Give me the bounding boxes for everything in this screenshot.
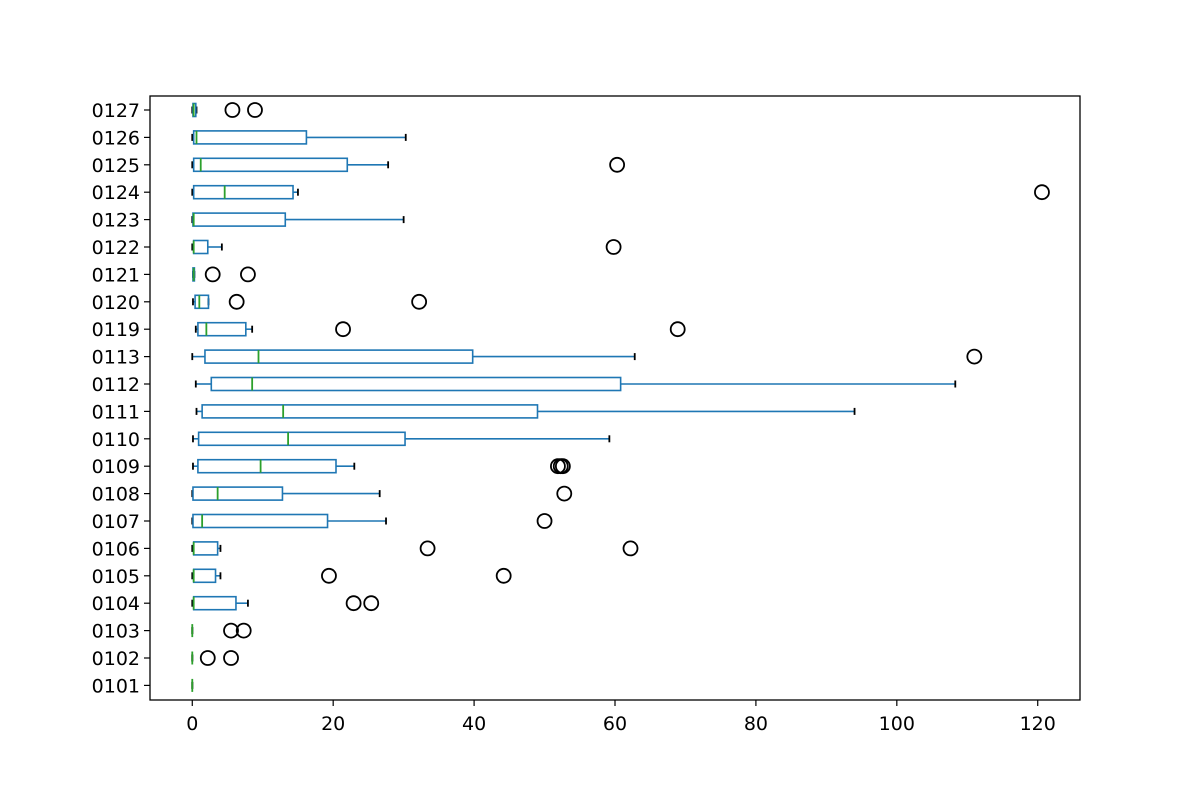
x-tick-label: 80 [744, 713, 768, 735]
outlier-point [204, 266, 221, 283]
x-tick-label: 120 [1020, 713, 1056, 735]
y-tick-label: 0113 [92, 347, 140, 369]
outlier-point [235, 622, 252, 639]
y-tick-label: 0121 [92, 264, 140, 286]
x-tick-label: 20 [321, 713, 345, 735]
y-tick-label: 0120 [92, 292, 140, 314]
iqr-box [192, 513, 329, 529]
box-0126 [191, 130, 407, 145]
box-0120 [192, 293, 428, 310]
box-0107 [191, 513, 553, 529]
x-tick-label: 60 [603, 713, 627, 735]
box-0124 [191, 184, 1050, 201]
outlier-point [335, 321, 351, 338]
x-tick-label: 40 [462, 713, 486, 735]
x-tick-label: 0 [186, 713, 198, 735]
outlier-point [536, 513, 553, 529]
box-0106 [191, 540, 639, 557]
box-0111 [195, 404, 856, 419]
plot-area [191, 102, 1050, 692]
outlier-point [240, 266, 256, 283]
outlier-point [411, 293, 428, 310]
outlier-point [495, 567, 512, 584]
y-tick-label: 0124 [92, 182, 140, 204]
outlier-point [554, 458, 571, 475]
y-tick-label: 0123 [92, 210, 140, 232]
y-tick-label: 0105 [92, 566, 140, 588]
outlier-point [966, 348, 983, 365]
iqr-box [192, 184, 294, 200]
outlier-point [247, 102, 263, 118]
box-0123 [191, 212, 405, 227]
x-tick-label: 100 [879, 713, 915, 735]
iqr-box [192, 130, 308, 145]
y-tick-label: 0111 [92, 401, 140, 423]
y-tick-label: 0119 [92, 319, 140, 341]
box-0113 [191, 348, 983, 365]
outlier-point [556, 485, 573, 502]
box-0109 [192, 458, 571, 475]
iqr-box [192, 157, 349, 173]
y-tick-label: 0112 [92, 374, 140, 396]
box-0122 [191, 239, 622, 255]
outlier-point [669, 321, 686, 338]
box-0104 [191, 595, 380, 612]
outlier-point [199, 650, 216, 666]
y-tick-label: 0101 [92, 675, 140, 697]
outlier-point [1034, 184, 1050, 201]
iqr-box [192, 486, 284, 501]
y-tick-label: 0127 [92, 100, 140, 122]
outlier-point [605, 239, 622, 255]
y-tick-label: 0125 [92, 155, 140, 177]
outlier-point [224, 102, 241, 118]
box-0110 [192, 431, 611, 447]
box-0108 [191, 485, 573, 502]
y-tick-label: 0104 [92, 593, 140, 615]
iqr-box [197, 458, 337, 474]
y-tick-label: 0110 [92, 429, 140, 451]
iqr-box [197, 321, 247, 337]
y-tick-label: 0126 [92, 127, 140, 149]
iqr-box [197, 431, 406, 447]
y-tick-label: 0108 [92, 484, 140, 506]
iqr-box [194, 294, 210, 310]
outlier-point [321, 567, 337, 584]
outlier-point [622, 540, 639, 557]
axes: 0 20 40 60 80 100 120 0101 0102 0103 0104 0105 0106 0… [92, 95, 1081, 735]
box-0121 [192, 266, 256, 283]
box-0125 [191, 156, 626, 173]
iqr-box [210, 376, 622, 392]
y-tick-label: 0106 [92, 538, 140, 560]
outlier-point [345, 595, 362, 612]
box-0112 [194, 376, 957, 392]
box-0105 [191, 567, 512, 584]
box-0127 [191, 102, 263, 118]
box-0103 [191, 622, 252, 639]
y-tick-label: 0102 [92, 648, 140, 670]
outlier-point [228, 293, 245, 310]
outlier-point [223, 622, 239, 639]
y-tick-label: 0107 [92, 511, 140, 533]
box-0102 [191, 650, 239, 666]
box-0119 [194, 321, 686, 338]
outlier-point [609, 156, 626, 173]
y-tick-label: 0109 [92, 456, 140, 478]
y-tick-label: 0103 [92, 621, 140, 643]
y-tick-label: 0122 [92, 237, 140, 259]
outlier-point [419, 540, 436, 557]
iqr-box [204, 349, 474, 364]
outlier-point [363, 595, 380, 612]
iqr-box [201, 404, 539, 419]
outlier-point [223, 650, 239, 666]
